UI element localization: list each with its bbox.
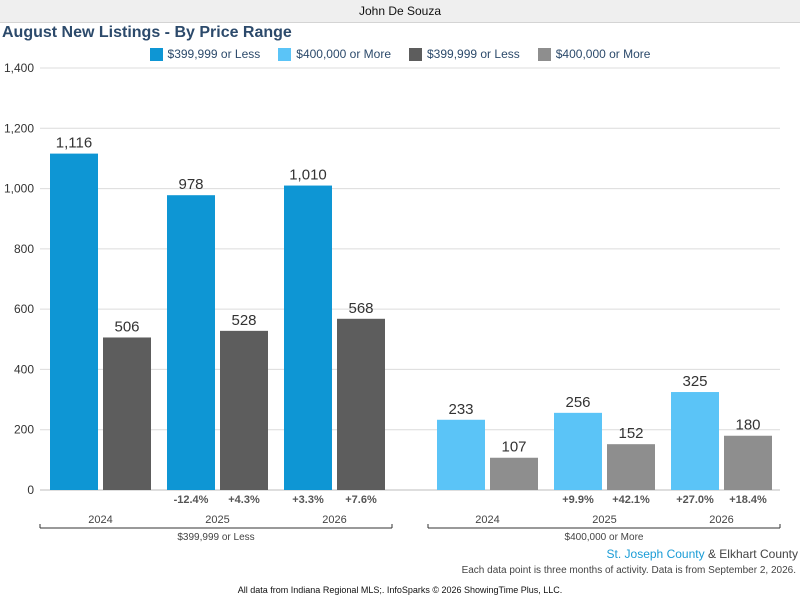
- agent-name-bar: John De Souza: [0, 0, 800, 23]
- legend-swatch-1: [278, 47, 292, 61]
- legend-item-2[interactable]: $399,999 or Less: [409, 45, 520, 63]
- bar-g1-2025-s0[interactable]: [554, 412, 602, 490]
- data-label-g1-2024-s0: 233: [448, 401, 473, 418]
- region-labels: St. Joseph County & Elkhart County: [607, 547, 798, 561]
- change-label-g1-2025-s1: +42.1%: [612, 494, 650, 506]
- change-label-g1-2025-s0: +9.9%: [562, 494, 594, 506]
- legend-label-1: $400,000 or More: [296, 47, 391, 61]
- data-label-g1-2025-s0: 256: [565, 394, 590, 411]
- bar-g0-2025-s1[interactable]: [220, 330, 268, 490]
- legend-swatch-0: [149, 47, 163, 61]
- agent-name: John De Souza: [358, 4, 442, 18]
- group-label-1: $400,000 or More: [565, 532, 644, 543]
- region-joiner: &: [707, 547, 716, 561]
- bar-g0-2026-s0[interactable]: [284, 185, 332, 491]
- category-label-g0-2024: 2024: [88, 514, 112, 526]
- change-label-g0-2025-s1: +4.3%: [228, 494, 260, 506]
- y-tick-label-1400: 1,400: [4, 61, 34, 75]
- data-label-g1-2026-s1: 180: [735, 417, 760, 434]
- category-label-g0-2026: 2026: [322, 514, 346, 526]
- y-tick-label-600: 600: [14, 302, 34, 316]
- data-label-g0-2024-s1: 506: [114, 318, 139, 335]
- region-label-elkhart[interactable]: Elkhart County: [719, 547, 798, 561]
- legend-label-2: $399,999 or Less: [427, 47, 520, 61]
- category-label-g0-2025: 2025: [205, 514, 229, 526]
- bar-g0-2025-s0[interactable]: [167, 195, 215, 490]
- y-tick-label-200: 200: [14, 423, 34, 437]
- change-label-g0-2026-s0: +3.3%: [292, 494, 324, 506]
- legend-item-1[interactable]: $400,000 or More: [278, 45, 391, 63]
- bar-g1-2026-s0[interactable]: [671, 392, 719, 490]
- legend-item-3[interactable]: $400,000 or More: [537, 45, 651, 63]
- legend-item-0[interactable]: $399,999 or Less: [149, 45, 261, 63]
- bar-g1-2024-s0[interactable]: [437, 419, 485, 490]
- data-label-g0-2024-s0: 1,116: [56, 135, 92, 152]
- legend-swatch-3: [537, 47, 551, 61]
- legend-label-0: $399,999 or Less: [167, 47, 261, 61]
- y-tick-label-400: 400: [14, 362, 34, 376]
- data-label-g0-2025-s1: 528: [231, 312, 256, 329]
- data-label-g0-2026-s0: 1,010: [289, 167, 327, 184]
- data-label-g1-2025-s1: 152: [618, 425, 643, 442]
- bar-g1-2024-s1[interactable]: [490, 457, 538, 490]
- data-label-g1-2024-s1: 107: [501, 439, 526, 456]
- data-label-g1-2026-s0: 325: [682, 373, 707, 390]
- change-label-g1-2026-s0: +27.0%: [676, 494, 714, 506]
- chart-legend: $399,999 or Less $400,000 or More $399,999…: [0, 45, 800, 63]
- bar-g0-2024-s0[interactable]: [50, 153, 98, 490]
- category-label-g1-2026: 2026: [709, 514, 733, 526]
- region-label-st-joseph[interactable]: St. Joseph County: [606, 547, 705, 561]
- legend-swatch-2: [409, 47, 422, 61]
- group-label-0: $399,999 or Less: [177, 532, 254, 543]
- data-label-g0-2026-s1: 568: [348, 300, 373, 317]
- category-label-g1-2024: 2024: [475, 514, 499, 526]
- bar-chart: 0 200 400 600 800 1,000 1,200 1,400 1,116 506 2024…: [4, 61, 781, 543]
- y-tick-label-800: 800: [14, 242, 34, 256]
- y-tick-label-1200: 1,200: [4, 121, 34, 135]
- data-note: Each data point is three months of activ…: [461, 565, 796, 576]
- change-label-g0-2025-s0: -12.4%: [174, 494, 209, 506]
- category-label-g1-2025: 2025: [592, 514, 616, 526]
- bar-g0-2026-s1[interactable]: [337, 318, 385, 490]
- bar-g0-2024-s1[interactable]: [103, 337, 151, 490]
- data-label-g0-2025-s0: 978: [178, 176, 203, 193]
- bar-g1-2026-s1[interactable]: [724, 435, 772, 490]
- change-label-g0-2026-s1: +7.6%: [345, 494, 377, 506]
- legend-label-3: $400,000 or More: [555, 47, 651, 61]
- change-label-g1-2026-s1: +18.4%: [729, 494, 767, 506]
- data-source: All data from Indiana Regional MLS;. Inf…: [237, 585, 563, 595]
- chart-title: August New Listings - By Price Range: [2, 24, 292, 41]
- y-tick-label-0: 0: [27, 483, 34, 497]
- bar-g1-2025-s1[interactable]: [607, 444, 655, 490]
- y-tick-label-1000: 1,000: [4, 182, 34, 196]
